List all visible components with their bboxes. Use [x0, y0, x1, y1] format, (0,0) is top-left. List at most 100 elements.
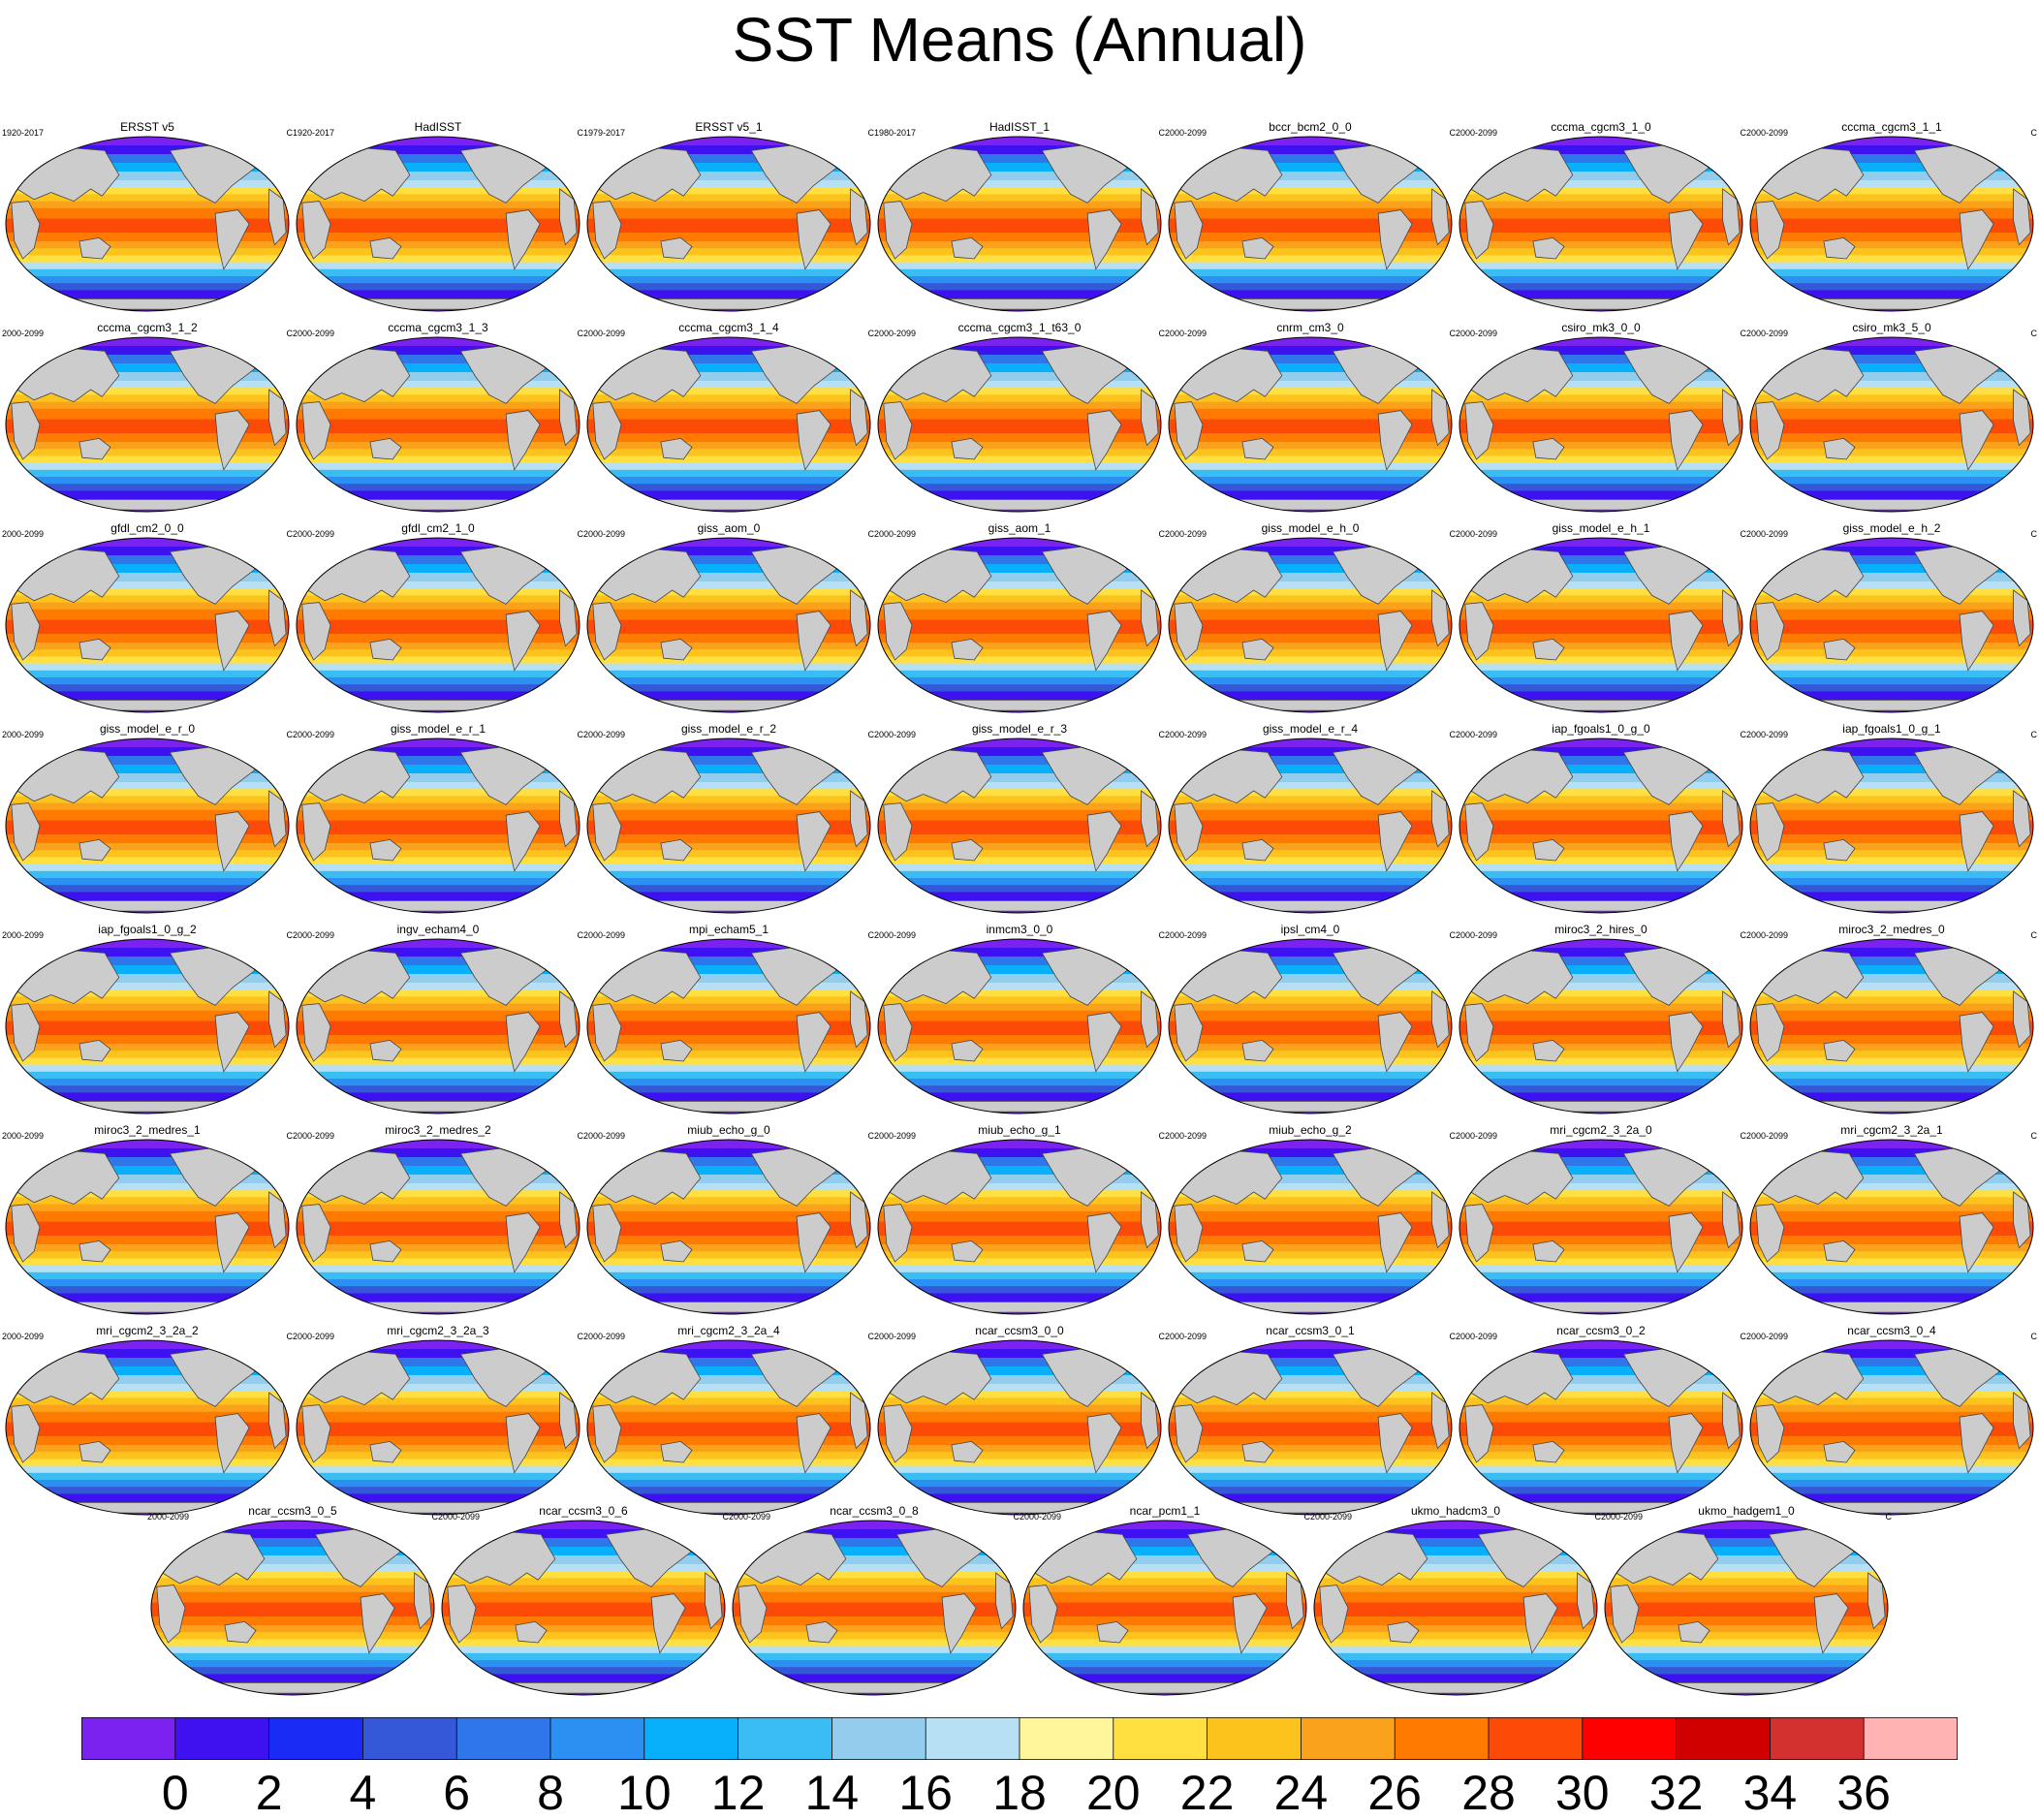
- panel-title: cnrm_cm3_0: [1276, 321, 1344, 334]
- land-mass: [304, 548, 411, 604]
- sst-band: [1169, 870, 1452, 879]
- sst-band: [587, 1293, 870, 1302]
- sst-band: [6, 388, 289, 395]
- panel-units: C: [431, 1512, 439, 1522]
- sst-band: [587, 248, 870, 256]
- land-mass: [450, 1530, 556, 1586]
- map-border: [5, 537, 290, 713]
- sst-band: [6, 201, 289, 209]
- sst-band: [297, 547, 580, 556]
- map-panel: csiro_mk3_5_0 2000-2099 C: [1746, 321, 2037, 515]
- sst-band: [6, 1197, 289, 1206]
- land-mass: [1286, 1572, 1304, 1630]
- land-mass: [1377, 1413, 1413, 1474]
- sst-band: [6, 283, 289, 291]
- land-mass: [1464, 1003, 1494, 1062]
- sst-band: [6, 602, 289, 611]
- sst-band: [6, 255, 289, 264]
- sst-band: [1605, 1555, 1888, 1565]
- sst-band: [6, 490, 289, 500]
- sst-band: [6, 796, 289, 804]
- sst-band: [6, 789, 289, 797]
- land-mass: [796, 1212, 831, 1273]
- panel-units: C: [2030, 730, 2038, 739]
- panel-years: 2000-2099: [1020, 1512, 1062, 1522]
- land-mass: [796, 410, 831, 471]
- sst-band: [297, 1003, 580, 1012]
- sst-band: [1023, 1571, 1306, 1579]
- sst-band: [587, 649, 870, 657]
- land-mass: [301, 201, 331, 260]
- sst-band: [1169, 939, 1452, 949]
- land-mass: [19, 498, 275, 511]
- sst-map: [586, 136, 871, 312]
- sst-band: [1169, 588, 1452, 596]
- sst-band: [733, 1632, 1016, 1640]
- sst-band: [6, 634, 289, 643]
- sst-band: [1459, 1035, 1742, 1045]
- sst-band: [6, 1064, 289, 1073]
- sst-band: [878, 1340, 1161, 1350]
- map-panel: mri_cgcm2_3_2a_3 2000-2099 C: [293, 1324, 583, 1518]
- land-mass: [850, 1392, 868, 1450]
- sst-band: [1169, 1384, 1452, 1392]
- sst-band: [587, 870, 870, 879]
- sst-band: [297, 649, 580, 657]
- sst-band: [1459, 1436, 1742, 1446]
- sst-band: [6, 649, 289, 657]
- sst-band: [878, 1375, 1161, 1385]
- land-mass: [1464, 802, 1494, 862]
- sst-map: [5, 938, 290, 1114]
- land-mass: [951, 638, 984, 661]
- sst-band: [297, 283, 580, 291]
- sst-band: [1023, 1625, 1306, 1633]
- sst-band: [1314, 1521, 1597, 1530]
- sst-band: [1459, 172, 1742, 181]
- sst-band: [1023, 1547, 1306, 1556]
- panel-years: 2000-2099: [729, 1512, 771, 1522]
- sst-band: [1169, 796, 1452, 804]
- sst-band: [6, 1358, 289, 1367]
- land-mass: [304, 949, 411, 1005]
- sst-map: [296, 1339, 580, 1516]
- sst-band: [878, 782, 1161, 790]
- land-mass: [1959, 811, 1994, 872]
- sst-band: [1314, 1564, 1597, 1572]
- sst-band: [1169, 834, 1452, 844]
- colorbar-swatch: [1489, 1717, 1584, 1760]
- sst-band: [6, 233, 289, 242]
- colorbar-swatch: [1113, 1717, 1208, 1760]
- map-border: [877, 1139, 1162, 1315]
- sst-band: [6, 355, 289, 364]
- land-mass: [1613, 1530, 1719, 1586]
- sst-band: [297, 1010, 580, 1022]
- land-mass: [1722, 589, 1741, 647]
- sst-band: [6, 782, 289, 790]
- sst-band: [587, 355, 870, 364]
- land-mass: [19, 699, 275, 711]
- sst-band: [1459, 290, 1742, 299]
- sst-band: [297, 484, 580, 491]
- panel-units: C: [2030, 529, 2038, 539]
- sst-band: [1750, 996, 2033, 1005]
- sst-band: [1169, 1175, 1452, 1184]
- sst-band: [1750, 248, 2033, 256]
- land-mass: [1722, 389, 1741, 447]
- panel-title: ncar_ccsm3_0_6: [539, 1504, 628, 1518]
- sst-band: [1169, 372, 1452, 382]
- sst-band: [1459, 1148, 1742, 1158]
- panel-years: 2000-2099: [874, 529, 917, 539]
- sst-band: [297, 1085, 580, 1093]
- sst-band: [587, 609, 870, 621]
- sst-band: [6, 1003, 289, 1012]
- panel-years: 2000-2099: [1165, 930, 1208, 940]
- land-mass: [1532, 638, 1565, 661]
- sst-band: [878, 207, 1161, 220]
- land-mass: [886, 748, 992, 804]
- sst-band: [6, 1085, 289, 1093]
- map-border: [1168, 136, 1453, 312]
- sst-band: [587, 948, 870, 957]
- panel-units: C: [577, 329, 584, 338]
- sst-band: [1459, 283, 1742, 291]
- land-mass: [892, 899, 1147, 912]
